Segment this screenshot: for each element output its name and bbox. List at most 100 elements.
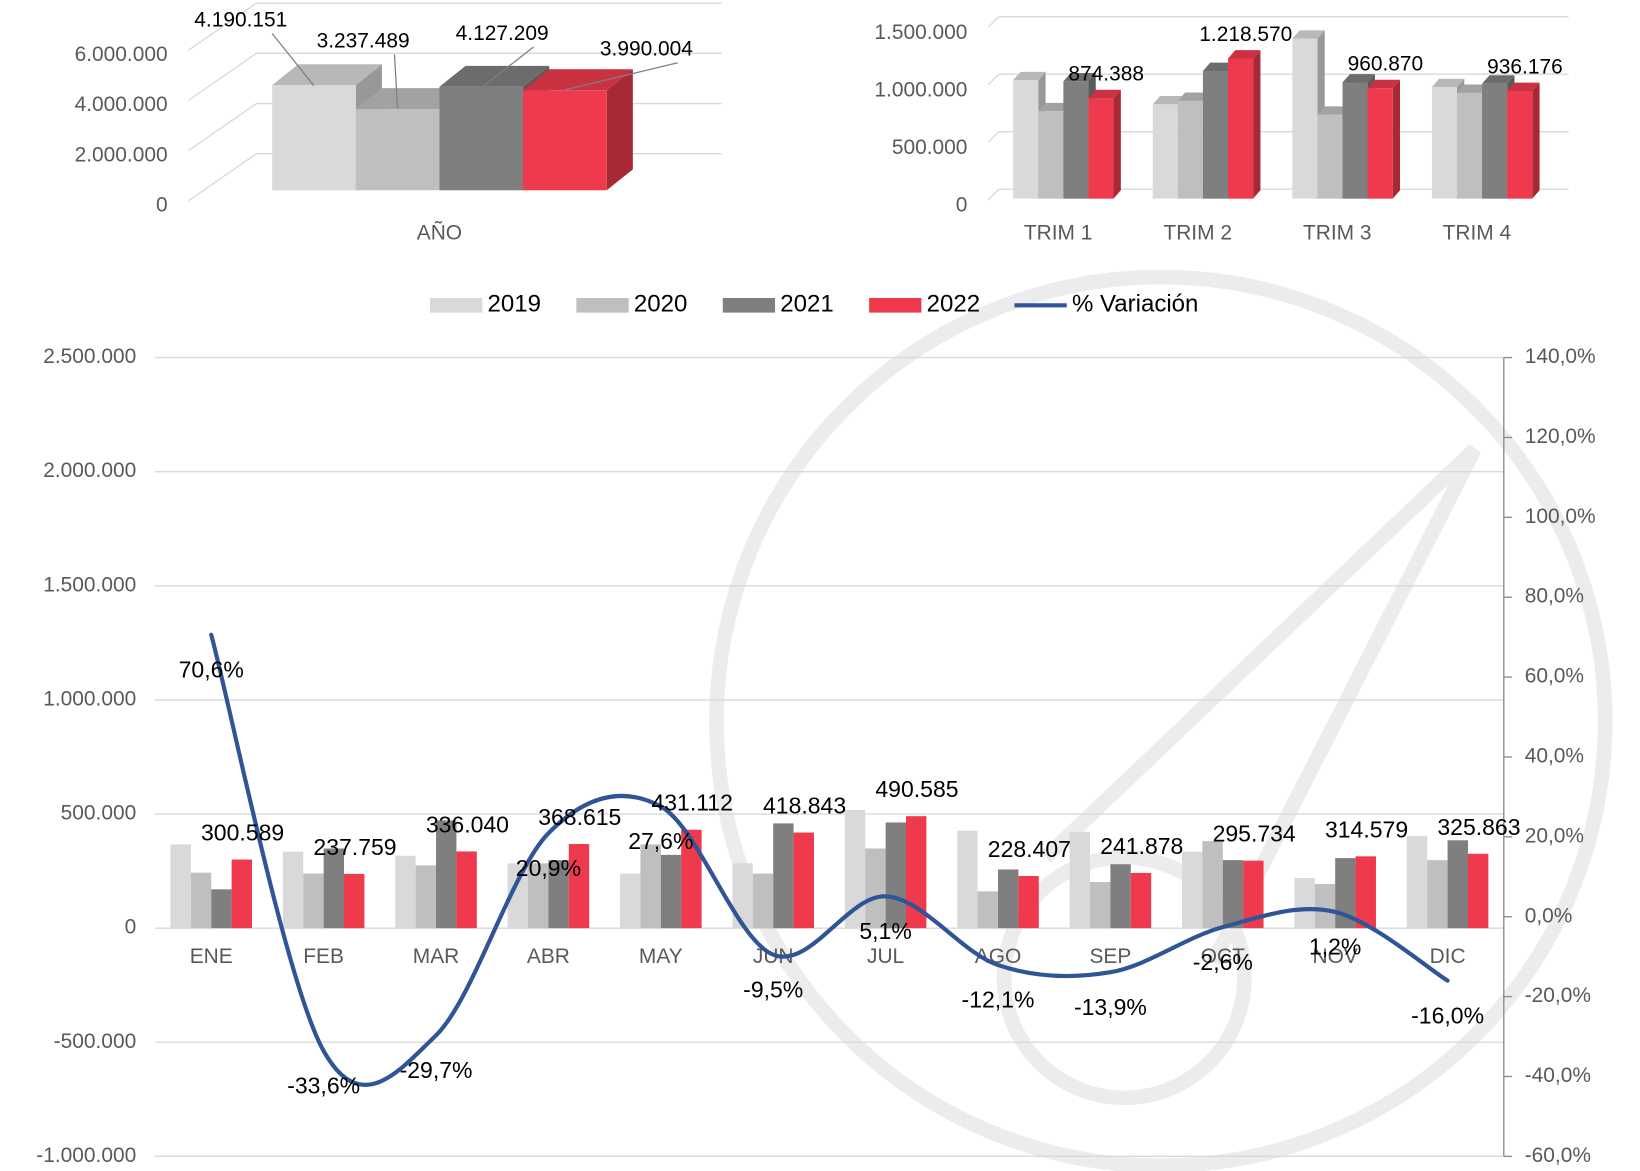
y-tick-label: 6.000.000 (75, 43, 168, 66)
y-tick-label: 2.500.000 (43, 345, 136, 368)
bar (1182, 851, 1203, 929)
y-tick-label: -1.000.000 (36, 1144, 136, 1167)
bar (1063, 81, 1089, 199)
x-tick-label: TRIM 4 (1443, 222, 1512, 245)
data-label: -2,6% (1193, 949, 1253, 975)
data-label: -12,1% (962, 987, 1035, 1013)
legend-swatch (869, 297, 922, 313)
grid-line (987, 131, 1000, 143)
grid-line (987, 73, 1000, 86)
y-tick-label: 1.000.000 (43, 687, 136, 710)
x-tick-label: DIC (1430, 945, 1466, 968)
legend-label: 2020 (634, 291, 687, 318)
bar (681, 829, 702, 929)
bar-top (1088, 89, 1121, 99)
bar (1367, 88, 1393, 199)
grid-line (987, 188, 1000, 201)
bar-side (1113, 89, 1121, 199)
x-tick-label: ENE (190, 945, 233, 968)
bar (844, 809, 866, 929)
bar (1294, 877, 1315, 929)
bar-top (1152, 95, 1186, 105)
x-tick-label: AÑO (417, 222, 462, 245)
bar (1177, 100, 1203, 199)
bar (1018, 876, 1039, 929)
bar (660, 854, 682, 929)
grid-line (188, 2, 257, 51)
legend-swatch (430, 297, 483, 313)
bar (439, 86, 524, 191)
legend-swatch (576, 297, 629, 313)
y-tick-label: 1.500.000 (874, 21, 967, 44)
data-label: -16,0% (1411, 1002, 1484, 1028)
watermark-stroke (1040, 444, 1482, 966)
bar (977, 891, 999, 929)
bar-top (1038, 102, 1071, 112)
data-label: -9,5% (743, 976, 803, 1002)
x-tick-label: NOV (1313, 945, 1358, 968)
data-label: 325.863 (1437, 814, 1520, 840)
bar (998, 869, 1019, 929)
bar-side (1253, 50, 1261, 199)
x-tick-label: TRIM 2 (1163, 222, 1232, 245)
bar-top (1013, 71, 1046, 81)
bar (272, 85, 356, 191)
bar (1069, 831, 1091, 929)
bar-top (355, 88, 466, 110)
y-tick-label: 2.000.000 (75, 143, 168, 166)
bar-top (1228, 50, 1261, 59)
bar (1088, 98, 1114, 199)
grid-line (188, 153, 257, 202)
y-tick-label: 0 (956, 194, 968, 217)
data-label: 4.127.209 (456, 22, 549, 45)
bar (773, 823, 794, 929)
data-label: 874.388 (1068, 63, 1144, 86)
bar (190, 872, 212, 929)
y-tick-label: 1.000.000 (874, 78, 967, 101)
bar-side (1392, 79, 1401, 199)
watermark-ring (996, 850, 1252, 1106)
bar-top (272, 64, 382, 86)
grid-line (188, 102, 257, 152)
y-tick-label: 500.000 (61, 802, 137, 825)
data-label: 418.843 (763, 793, 846, 819)
bar-top (1507, 82, 1540, 91)
y2-tick-label: 60,0% (1525, 665, 1584, 688)
data-label: 336.040 (426, 811, 509, 837)
bar (1355, 856, 1376, 929)
data-label: 5,1% (859, 918, 911, 944)
bar (1314, 884, 1336, 929)
y2-tick-label: 140,0% (1525, 345, 1596, 368)
data-label: 228.407 (988, 836, 1071, 862)
x-tick-label: MAR (413, 945, 459, 968)
y-tick-label: 4.000.000 (75, 93, 168, 116)
bar (436, 820, 457, 929)
bar (231, 859, 253, 929)
bar-top (1342, 74, 1375, 83)
data-label: 241.878 (1100, 833, 1183, 859)
bar (355, 109, 440, 191)
data-label: 20,9% (516, 855, 581, 881)
bar-top (439, 65, 550, 87)
bar-top (1063, 72, 1096, 82)
grid-line (987, 16, 1000, 28)
data-label: 1.218.570 (1199, 23, 1292, 46)
data-label: 936.176 (1487, 56, 1563, 79)
data-label: 490.585 (875, 776, 958, 802)
legend-swatch (722, 297, 776, 313)
x-tick-label: JUL (867, 945, 904, 968)
y2-tick-label: -60,0% (1525, 1144, 1591, 1167)
data-label: 960.870 (1348, 53, 1424, 76)
bar-top (1456, 84, 1490, 93)
leader-line (393, 54, 399, 109)
bar (1202, 841, 1223, 929)
y2-tick-label: 100,0% (1525, 505, 1596, 528)
bar (507, 863, 529, 929)
data-label: 1,2% (1309, 934, 1361, 960)
x-tick-label: MAY (639, 945, 683, 968)
grid-line (188, 52, 257, 101)
data-label: 295.734 (1213, 821, 1296, 847)
bar (1110, 864, 1131, 929)
bar (1342, 82, 1368, 199)
bar (1507, 90, 1533, 199)
